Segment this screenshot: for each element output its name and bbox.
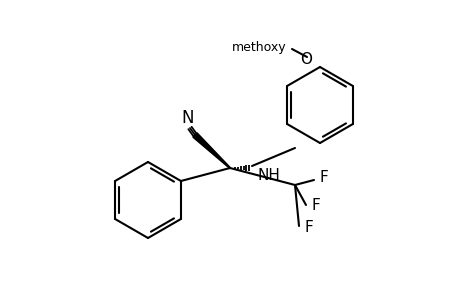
Text: F: F [319, 170, 328, 185]
Text: N: N [181, 109, 194, 127]
Text: F: F [311, 197, 320, 212]
Text: NH: NH [257, 167, 280, 182]
Text: O: O [299, 52, 311, 67]
Text: F: F [304, 220, 313, 236]
Polygon shape [192, 133, 230, 168]
Text: methoxy: methoxy [232, 40, 286, 53]
